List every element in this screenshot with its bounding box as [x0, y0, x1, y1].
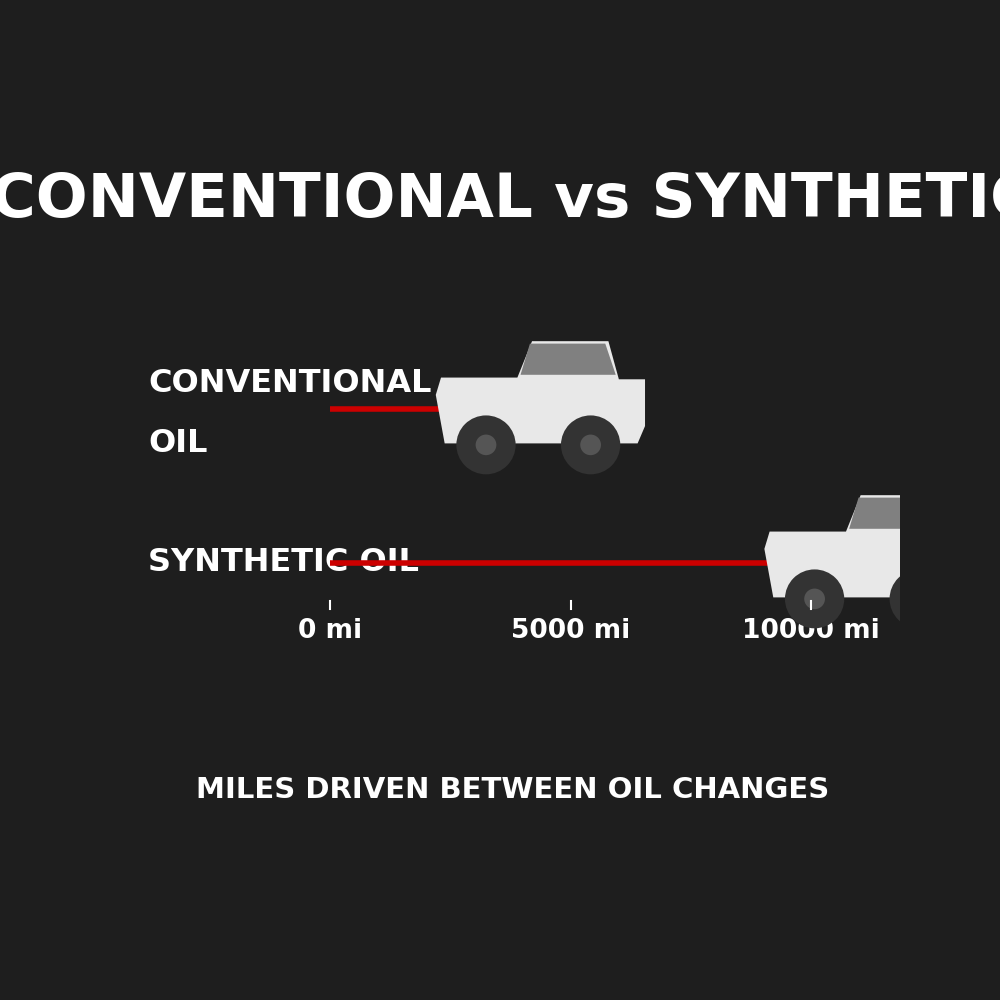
Circle shape	[476, 435, 496, 455]
Text: 5000 mi: 5000 mi	[511, 618, 630, 644]
Text: SYNTHETIC OIL: SYNTHETIC OIL	[148, 547, 419, 578]
Polygon shape	[521, 344, 616, 375]
Text: CONVENTIONAL: CONVENTIONAL	[148, 368, 432, 399]
Polygon shape	[849, 498, 944, 529]
Polygon shape	[436, 341, 645, 443]
Circle shape	[456, 415, 516, 474]
Text: 10000 mi: 10000 mi	[742, 618, 880, 644]
Circle shape	[580, 435, 601, 455]
Polygon shape	[764, 495, 974, 597]
Text: 0 mi: 0 mi	[298, 618, 362, 644]
Circle shape	[785, 569, 844, 628]
Text: OIL: OIL	[148, 428, 208, 459]
Circle shape	[890, 569, 949, 628]
Circle shape	[561, 415, 620, 474]
Text: MILES DRIVEN BETWEEN OIL CHANGES: MILES DRIVEN BETWEEN OIL CHANGES	[196, 776, 829, 804]
Text: CONVENTIONAL vs SYNTHETIC: CONVENTIONAL vs SYNTHETIC	[0, 171, 1000, 230]
Circle shape	[909, 589, 930, 609]
Circle shape	[804, 589, 825, 609]
